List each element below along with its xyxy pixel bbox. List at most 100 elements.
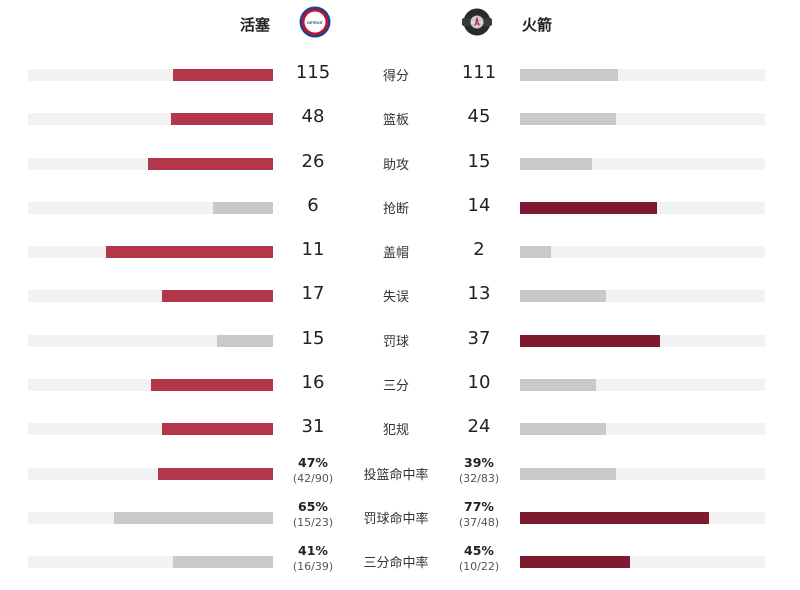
- home-stat-bar: [216, 334, 273, 347]
- away-stat-value: 45% (10/22): [449, 543, 509, 575]
- home-stat-percent: 47%: [298, 454, 328, 470]
- away-stat-fraction: (37/48): [458, 515, 500, 529]
- away-stat-value: 39% (32/83): [449, 455, 509, 487]
- away-stat-value: 13: [467, 283, 491, 305]
- home-stat-fraction: (15/23): [292, 515, 334, 529]
- home-stat-value: 48: [301, 106, 325, 128]
- home-stat-bar: [148, 157, 273, 170]
- away-stat-track: [520, 334, 765, 347]
- away-stat-value: 14: [467, 194, 491, 216]
- away-stat-value: 45: [467, 106, 491, 128]
- home-stat-track: [28, 69, 273, 81]
- away-stat-track: [520, 69, 765, 81]
- away-stat-bar: [520, 379, 596, 392]
- home-stat-bar: [106, 246, 273, 259]
- home-stat-value: 26: [301, 150, 325, 172]
- stat-label: 篮板: [382, 113, 409, 129]
- stat-label: 犯规: [382, 423, 409, 439]
- stat-row: 失误 17 13: [0, 274, 800, 318]
- stat-row: 罚球命中率 65% (15/23) 77% (37/48): [0, 496, 800, 540]
- home-stat-track: [28, 157, 273, 170]
- away-stat-value: 111: [461, 62, 497, 83]
- home-stat-fraction: (42/90): [292, 471, 334, 485]
- stat-row: 助攻 26 15: [0, 142, 800, 186]
- home-stat-value: 15: [301, 327, 325, 349]
- stat-row: 抢断 6 14: [0, 186, 800, 230]
- home-stat-track: [28, 467, 273, 480]
- home-stat-track: [28, 113, 273, 126]
- stat-row: 三分 16 10: [0, 363, 800, 407]
- away-stat-track: [520, 423, 765, 436]
- away-stat-track: [520, 467, 765, 480]
- away-stat-track: [520, 201, 765, 214]
- away-stat-value: 10: [467, 372, 491, 394]
- stat-label: 抢断: [382, 201, 409, 217]
- away-stat-bar: [520, 423, 606, 436]
- home-stat-bar: [161, 423, 273, 436]
- home-stat-track: [28, 246, 273, 259]
- home-stat-value: 11: [301, 239, 325, 261]
- stat-row: 篮板 48 45: [0, 97, 800, 141]
- home-stat-percent: 65%: [298, 498, 328, 514]
- away-stat-track: [520, 290, 765, 303]
- away-stat-percent: 39%: [464, 454, 494, 470]
- stat-row: 盖帽 11 2: [0, 230, 800, 274]
- home-stat-track: [28, 290, 273, 303]
- away-stat-track: [520, 113, 765, 126]
- away-stat-percent: 77%: [464, 498, 494, 514]
- pistons-logo-icon: DETROIT: [299, 6, 331, 38]
- away-stat-track: [520, 246, 765, 259]
- stat-label: 罚球命中率: [363, 511, 429, 527]
- away-stat-bar: [520, 511, 709, 524]
- away-stat-bar: [520, 157, 593, 170]
- away-stat-bar: [520, 201, 658, 214]
- away-team-name: 火箭: [522, 16, 553, 34]
- home-stat-track: [28, 334, 273, 347]
- stats-comparison-list: 得分 115 111 篮板 48 45 助攻 26 15 抢断 6 14 盖帽 11 2 失误 17 13 罚球 15…: [0, 53, 800, 585]
- away-stat-track: [520, 556, 765, 569]
- home-stat-track: [28, 201, 273, 214]
- home-stat-bar: [161, 290, 273, 303]
- away-stat-bar: [520, 334, 660, 347]
- home-stat-percent: 41%: [298, 543, 328, 559]
- away-stat-bar: [520, 290, 606, 303]
- home-stat-value: 16: [301, 372, 325, 394]
- home-stat-value: 47% (42/90): [283, 455, 343, 487]
- stat-row: 犯规 31 24: [0, 407, 800, 451]
- home-stat-value: 115: [295, 62, 331, 83]
- home-stat-bar: [172, 69, 273, 81]
- home-stat-value: 65% (15/23): [283, 499, 343, 531]
- away-stat-track: [520, 379, 765, 392]
- away-stat-bar: [520, 556, 631, 569]
- stat-label: 助攻: [382, 157, 409, 173]
- stat-label: 罚球: [382, 334, 409, 350]
- home-stat-value: 31: [301, 416, 325, 438]
- away-stat-bar: [520, 467, 616, 480]
- home-stat-bar: [172, 556, 273, 569]
- stat-label: 失误: [382, 290, 409, 306]
- away-stat-value: 24: [467, 416, 491, 438]
- stat-label: 三分命中率: [363, 556, 429, 572]
- away-stat-bar: [520, 113, 616, 126]
- home-stat-value: 6: [307, 194, 319, 216]
- home-stat-fraction: (16/39): [292, 560, 334, 574]
- home-stat-track: [28, 423, 273, 436]
- svg-text:DETROIT: DETROIT: [307, 21, 324, 25]
- home-stat-bar: [212, 201, 273, 214]
- home-stat-track: [28, 556, 273, 569]
- away-stat-fraction: (10/22): [458, 560, 500, 574]
- home-stat-track: [28, 511, 273, 524]
- away-stat-value: 15: [467, 150, 491, 172]
- svg-text:HOUSTON: HOUSTON: [471, 21, 484, 24]
- home-team-name: 活塞: [240, 16, 271, 34]
- home-stat-value: 17: [301, 283, 325, 305]
- stat-row: 罚球 15 37: [0, 319, 800, 363]
- away-stat-track: [520, 157, 765, 170]
- stat-label: 投篮命中率: [363, 467, 429, 483]
- stat-row: 得分 115 111: [0, 53, 800, 97]
- matchup-header: 活塞 DETROIT HOUSTON 火箭: [0, 0, 800, 50]
- away-stat-bar: [520, 246, 551, 259]
- stat-label: 三分: [382, 379, 409, 395]
- home-stat-bar: [157, 467, 273, 480]
- home-stat-bar: [171, 113, 273, 126]
